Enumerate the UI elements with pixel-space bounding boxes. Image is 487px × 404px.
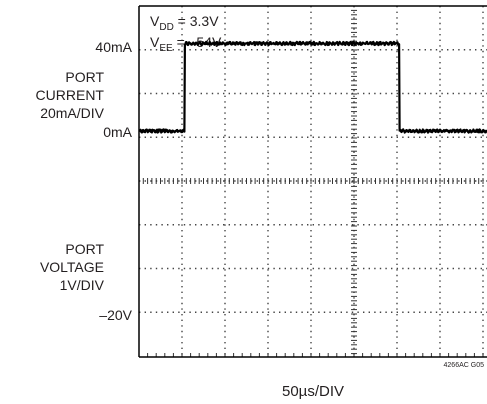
vdd-annotation: VDD = 3.3V: [150, 13, 219, 33]
current-waveform: [138, 40, 487, 134]
voltage-label-line-1: PORT: [65, 241, 104, 257]
x-axis-label: 50µs/DIV: [282, 383, 344, 400]
voltage-label-line-3: 1V/DIV: [60, 277, 105, 293]
voltage-label-line-2: VOLTAGE: [40, 259, 104, 275]
plot-border: [138, 5, 487, 358]
current-label-line-2: CURRENT: [36, 87, 105, 103]
figure-id: 4266AC G05: [444, 362, 485, 369]
current-label-line-1: PORT: [65, 69, 104, 85]
voltage-level-minus20v: –20V: [99, 307, 132, 323]
annotation-block: VDD = 3.3V VEE = –54V: [150, 13, 222, 54]
current-channel-label: PORT CURRENT 20mA/DIV: [36, 69, 105, 121]
current-level-40ma: 40mA: [95, 39, 132, 55]
current-level-0ma: 0mA: [103, 124, 132, 140]
current-label-line-3: 20mA/DIV: [40, 105, 104, 121]
plot-grid: [138, 5, 487, 357]
voltage-channel-label: PORT VOLTAGE 1V/DIV: [40, 241, 105, 293]
